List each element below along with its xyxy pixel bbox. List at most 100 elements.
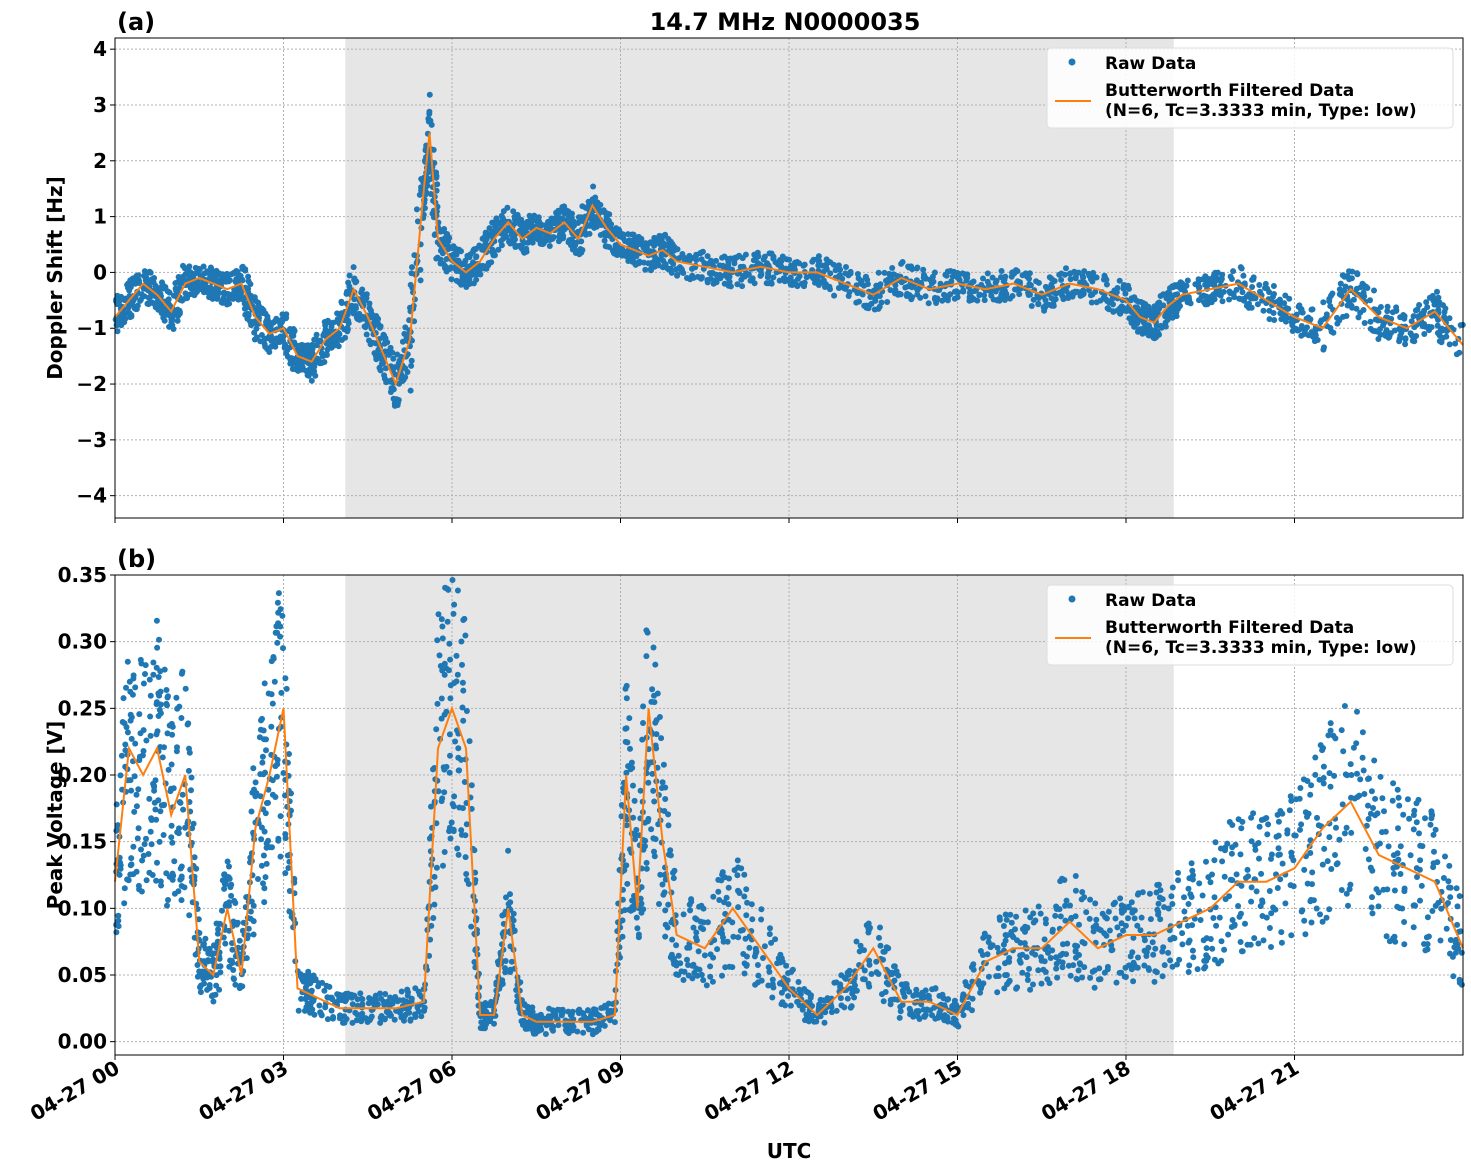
raw-point <box>1241 296 1247 302</box>
raw-point <box>240 297 246 303</box>
raw-point <box>312 373 318 379</box>
raw-point <box>794 282 800 288</box>
raw-point <box>945 996 951 1002</box>
raw-point <box>213 293 219 299</box>
raw-point <box>432 874 438 880</box>
raw-point <box>381 372 387 378</box>
raw-point <box>909 294 915 300</box>
y-tick-label: −3 <box>76 428 107 452</box>
raw-point <box>137 754 143 760</box>
raw-point <box>1043 284 1049 290</box>
raw-point <box>1219 276 1225 282</box>
raw-point <box>408 388 414 394</box>
raw-point <box>1042 936 1048 942</box>
raw-point <box>493 215 499 221</box>
raw-point <box>917 1016 923 1022</box>
raw-point <box>1271 283 1277 289</box>
raw-point <box>169 762 175 768</box>
raw-point <box>649 686 655 692</box>
raw-point <box>146 295 152 301</box>
raw-point <box>612 1019 618 1025</box>
raw-point <box>129 302 135 308</box>
raw-point <box>1103 933 1109 939</box>
raw-point <box>360 292 366 298</box>
raw-point <box>651 799 657 805</box>
raw-point <box>1059 876 1065 882</box>
raw-point <box>480 264 486 270</box>
raw-point <box>492 252 498 258</box>
raw-point <box>214 268 220 274</box>
raw-point <box>132 741 138 747</box>
raw-point <box>1107 928 1113 934</box>
raw-point <box>1261 308 1267 314</box>
raw-point <box>1025 972 1031 978</box>
legend-filtered-label: Butterworth Filtered Data <box>1105 81 1354 101</box>
raw-point <box>976 982 982 988</box>
raw-point <box>1132 915 1138 921</box>
raw-point <box>127 282 133 288</box>
raw-point <box>458 639 464 645</box>
raw-point <box>1017 953 1023 959</box>
raw-point <box>154 860 160 866</box>
raw-point <box>857 948 863 954</box>
raw-point <box>321 988 327 994</box>
raw-point <box>1131 294 1137 300</box>
raw-point <box>309 988 315 994</box>
raw-point <box>231 976 237 982</box>
raw-point <box>883 989 889 995</box>
raw-point <box>146 796 152 802</box>
raw-point <box>1174 962 1180 968</box>
raw-point <box>263 874 269 880</box>
raw-point <box>427 92 433 98</box>
raw-point <box>382 991 388 997</box>
raw-point <box>688 899 694 905</box>
raw-point <box>696 948 702 954</box>
raw-point <box>673 942 679 948</box>
raw-point <box>180 807 186 813</box>
raw-point <box>786 278 792 284</box>
raw-point <box>463 284 469 290</box>
raw-point <box>429 122 435 128</box>
raw-point <box>467 738 473 744</box>
raw-point <box>220 273 226 279</box>
raw-point <box>858 279 864 285</box>
raw-point <box>951 1016 957 1022</box>
raw-point <box>777 278 783 284</box>
raw-point <box>768 279 774 285</box>
raw-point <box>445 619 451 625</box>
raw-point <box>139 889 145 895</box>
raw-point <box>648 759 654 765</box>
raw-point <box>1156 901 1162 907</box>
raw-point <box>156 637 162 643</box>
raw-point <box>1012 287 1018 293</box>
raw-point <box>691 275 697 281</box>
raw-point <box>187 750 193 756</box>
raw-point <box>995 945 1001 951</box>
raw-point <box>433 726 439 732</box>
raw-point <box>183 686 189 692</box>
raw-point <box>1078 293 1084 299</box>
raw-point <box>131 672 137 678</box>
raw-point <box>687 257 693 263</box>
raw-point <box>945 1019 951 1025</box>
raw-point <box>412 1011 418 1017</box>
y-tick-label: 2 <box>93 149 107 173</box>
raw-point <box>127 312 133 318</box>
raw-point <box>1135 955 1141 961</box>
raw-point <box>961 1012 967 1018</box>
raw-point <box>213 992 219 998</box>
raw-point <box>146 301 152 307</box>
raw-point <box>677 960 683 966</box>
raw-point <box>299 351 305 357</box>
raw-point <box>738 928 744 934</box>
raw-point <box>456 258 462 264</box>
raw-point <box>342 998 348 1004</box>
raw-point <box>1002 972 1008 978</box>
raw-point <box>451 827 457 833</box>
raw-point <box>155 797 161 803</box>
raw-point <box>328 341 334 347</box>
raw-point <box>767 931 773 937</box>
raw-point <box>260 771 266 777</box>
raw-point <box>1054 975 1060 981</box>
raw-point <box>1165 950 1171 956</box>
